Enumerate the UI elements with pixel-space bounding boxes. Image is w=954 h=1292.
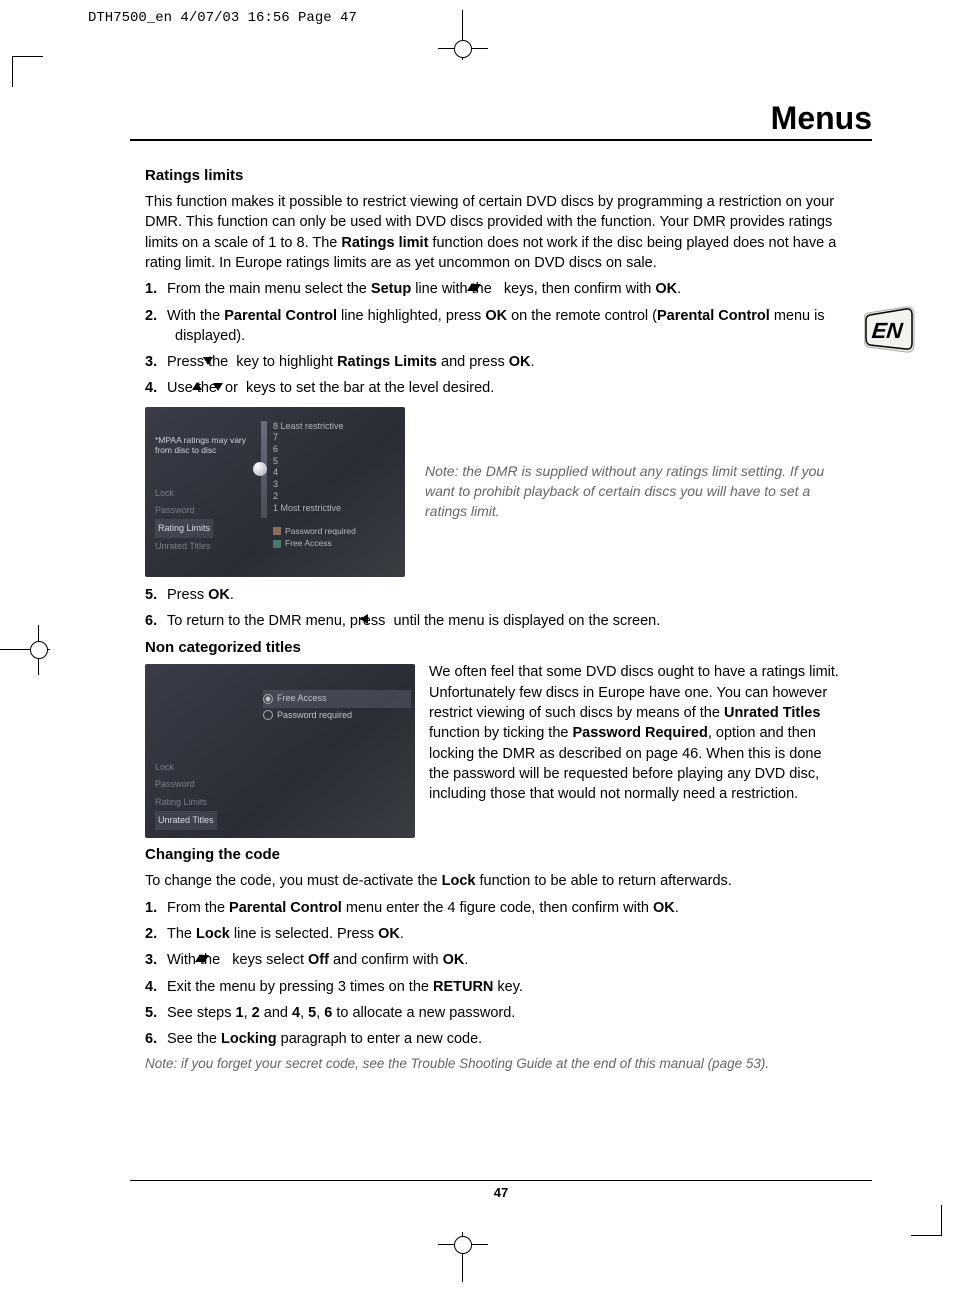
rl-step-2: 2.With the Parental Control line highlig… [145,306,845,347]
cc-step-4: 4.Exit the menu by pressing 3 times on t… [145,977,845,997]
changing-code-heading: Changing the code [145,844,845,865]
cc-step-5: 5.See steps 1, 2 and 4, 5, 6 to allocate… [145,1003,845,1023]
legend-password-required: Password required [273,525,356,538]
crop-corner-tl [12,56,43,87]
cc-step-3: 3.With the keys select Off and confirm w… [145,950,845,970]
non-cat-heading: Non categorized titles [145,637,845,658]
menu2-lock: Lock [155,759,217,776]
cc-step-2: 2.The Lock line is selected. Press OK. [145,924,845,944]
changing-code-intro: To change the code, you must de-activate… [145,871,845,891]
cc-step-1: 1.From the Parental Control menu enter t… [145,898,845,918]
scale-4: 4 [273,467,395,479]
scale-1: 1 Most restrictive [273,503,395,515]
rl-step-1: 1.From the main menu select the Setup li… [145,279,845,299]
unrated-titles-screenshot: Lock Password Rating Limits Unrated Titl… [145,664,415,838]
rl-step-6: 6.To return to the DMR menu, press until… [145,611,845,631]
rating-knob [253,462,267,476]
rl-step-4: 4.Use the or keys to set the bar at the … [145,378,845,398]
crop-corner-br [911,1205,942,1236]
menu2-rating-limits: Rating Limits [155,794,217,811]
cc-step-6: 6.See the Locking paragraph to enter a n… [145,1029,845,1049]
menu2-unrated-titles: Unrated Titles [155,811,217,830]
menu-lock: Lock [155,485,255,502]
language-badge: EN [864,305,918,355]
ratings-limits-heading: Ratings limits [145,165,845,186]
scale-2: 2 [273,491,395,503]
scale-8: 8 Least restrictive [273,421,395,433]
opt-password-required: Password required [277,710,352,720]
menu-unrated-titles: Unrated Titles [155,538,255,555]
crop-mark-top [438,10,488,60]
ratings-limits-intro: This function makes it possible to restr… [145,192,845,273]
scale-6: 6 [273,444,395,456]
rl-step-3: 3.Press the key to highlight Ratings Lim… [145,352,845,372]
page-footer: 47 [130,1180,872,1200]
non-cat-desc: We often feel that some DVD discs ought … [429,662,845,804]
menu2-password: Password [155,776,217,793]
crop-mark-bottom [438,1232,488,1282]
scale-5: 5 [273,456,395,468]
svg-text:EN: EN [871,318,905,343]
page-title: Menus [130,100,872,137]
ratings-limits-screenshot: *MPAA ratings may vary from disc to disc… [145,407,405,577]
print-header: DTH7500_en 4/07/03 16:56 Page 47 [88,10,357,26]
crop-mark-left [0,625,50,675]
scale-3: 3 [273,479,395,491]
title-block: Menus [130,100,872,141]
radio-icon [263,710,273,720]
menu-rating-limits: Rating Limits [155,519,213,538]
mpaa-note: *MPAA ratings may vary from disc to disc [155,435,255,455]
rl-step-5: 5.Press OK. [145,585,845,605]
legend-free-access: Free Access [273,537,356,550]
changing-code-note: Note: if you forget your secret code, se… [145,1055,845,1074]
radio-icon [263,694,273,704]
menu-password: Password [155,502,255,519]
opt-free-access: Free Access [277,693,327,703]
page-number: 47 [494,1185,508,1200]
ratings-limits-note: Note: the DMR is supplied without any ra… [425,462,835,521]
scale-7: 7 [273,432,395,444]
